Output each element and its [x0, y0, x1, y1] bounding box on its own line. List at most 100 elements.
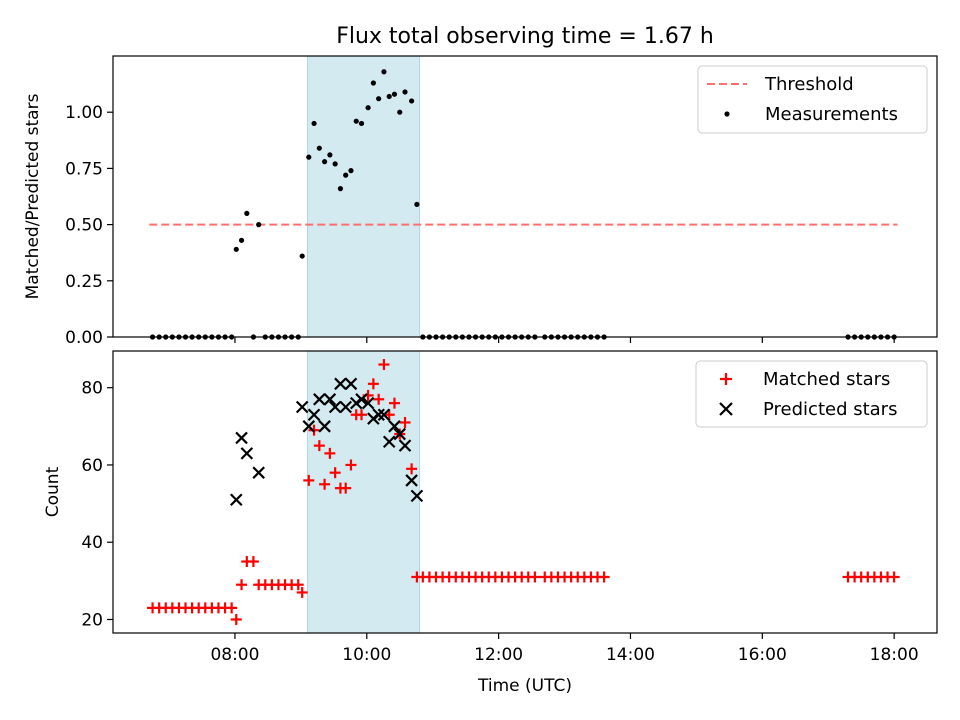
matched-star-point — [367, 378, 379, 390]
measurement-point — [348, 168, 354, 174]
predicted-star-point — [393, 427, 407, 441]
bottom-x-ticks: 08:00 10:00 12:00 14:00 16:00 18:00 — [210, 633, 919, 665]
bottom-y-ticks: 20 40 60 80 — [81, 379, 113, 630]
measurement-point — [381, 69, 387, 75]
predicted-star-point — [372, 408, 385, 422]
measurement-point — [391, 91, 398, 97]
predicted-star-point — [334, 377, 347, 391]
x-tick-label: 12:00 — [474, 645, 523, 665]
predicted-star-point — [382, 435, 396, 449]
matched-star-point — [598, 571, 610, 583]
measurement-point — [256, 222, 262, 228]
y-tick-label: 0.50 — [65, 216, 103, 236]
matched-star-point — [373, 393, 385, 405]
matched-star-point — [324, 447, 336, 459]
top-y-axis-label: Matched/Predicted stars — [23, 93, 43, 299]
matched-star-point — [345, 459, 357, 471]
matched-star-point — [319, 478, 331, 490]
matched-star-point — [378, 359, 390, 371]
predicted-star-point — [405, 474, 418, 487]
legend-predicted-label: Predicted stars — [763, 399, 897, 420]
matched-star-point — [329, 467, 341, 479]
measurement-point — [306, 154, 312, 160]
top-y-ticks: 0.00 0.25 0.50 0.75 1.00 — [65, 103, 113, 348]
measurement-point — [370, 80, 376, 86]
predicted-star-point — [235, 431, 248, 445]
measurement-point — [414, 201, 420, 207]
legend-matched-label: Matched stars — [763, 369, 890, 390]
measurement-point — [238, 237, 245, 243]
matched-star-point — [230, 613, 242, 625]
top-panel: 0.00 0.25 0.50 0.75 1.00 Matched/Predicted s… — [23, 55, 938, 348]
legend-measurements-label: Measurements — [765, 104, 898, 125]
matched-star-point — [406, 463, 418, 475]
x-tick-label: 16:00 — [738, 645, 787, 665]
predicted-star-point — [410, 489, 424, 503]
predicted-star-point — [377, 408, 391, 422]
matched-star-point — [303, 474, 315, 486]
y-tick-label: 60 — [81, 456, 103, 476]
measurement-point — [244, 210, 250, 216]
measurement-point — [316, 145, 322, 151]
predicted-star-point — [295, 400, 309, 414]
matched-star-point — [399, 416, 411, 428]
y-tick-label: 80 — [81, 379, 103, 399]
measurement-point — [343, 172, 349, 178]
x-tick-label: 08:00 — [210, 645, 259, 665]
legend-threshold-label: Threshold — [764, 74, 854, 95]
chart-title: Flux total observing time = 1.67 h — [336, 24, 714, 49]
measurement-point — [322, 159, 328, 165]
y-tick-label: 0.75 — [65, 159, 103, 179]
predicted-star-point — [388, 420, 401, 433]
predicted-star-point — [323, 393, 337, 406]
predicted-star-point — [318, 420, 331, 433]
predicted-star-point — [313, 393, 326, 406]
matched-star-point — [529, 571, 541, 583]
y-tick-label: 40 — [81, 533, 103, 553]
legend-predicted-marker — [719, 402, 733, 416]
measurement-point — [376, 96, 382, 102]
measurement-point — [337, 186, 344, 192]
measurement-point — [402, 89, 408, 95]
measurement-point — [386, 93, 392, 100]
y-tick-label: 0.25 — [65, 272, 103, 292]
top-axes-frame — [112, 55, 938, 338]
x-tick-label: 14:00 — [606, 645, 655, 665]
measurement-point — [397, 109, 403, 115]
measurement-point — [365, 105, 371, 111]
matched-star-point — [388, 397, 400, 409]
matched-star-point — [888, 571, 900, 583]
measurement-point — [233, 246, 239, 252]
measurement-point — [311, 120, 317, 127]
legend-matched-marker — [720, 373, 732, 385]
bottom-legend: Matched stars Predicted stars — [695, 360, 928, 428]
predicted-star-point — [229, 493, 243, 507]
matched-star-point — [226, 602, 238, 614]
predicted-star-point — [344, 377, 358, 391]
matched-star-point — [296, 586, 308, 598]
matched-star-point — [356, 409, 368, 421]
bottom-y-axis-label: Count — [43, 466, 63, 517]
predicted-star-point — [328, 400, 342, 414]
matched-star-point — [340, 482, 352, 494]
predicted-star-point — [339, 400, 352, 414]
matched-star-point — [383, 409, 395, 421]
predicted-star-point — [398, 439, 412, 452]
measurement-point — [358, 120, 365, 127]
measurement-point — [353, 118, 359, 124]
y-tick-label: 0.00 — [65, 328, 103, 348]
matched-star-point — [247, 556, 259, 568]
predicted-star-point — [252, 466, 265, 479]
matched-star-point — [292, 579, 304, 591]
bottom-axes-frame — [112, 350, 938, 634]
measurement-point — [409, 98, 415, 104]
predicted-star-point — [361, 396, 375, 410]
matched-star-point — [313, 440, 325, 452]
matched-star-point — [236, 579, 248, 591]
x-tick-label: 18:00 — [870, 645, 919, 665]
predicted-star-point — [302, 420, 316, 433]
predicted-star-point — [240, 447, 254, 460]
top-legend: Threshold Measurements — [697, 65, 928, 134]
